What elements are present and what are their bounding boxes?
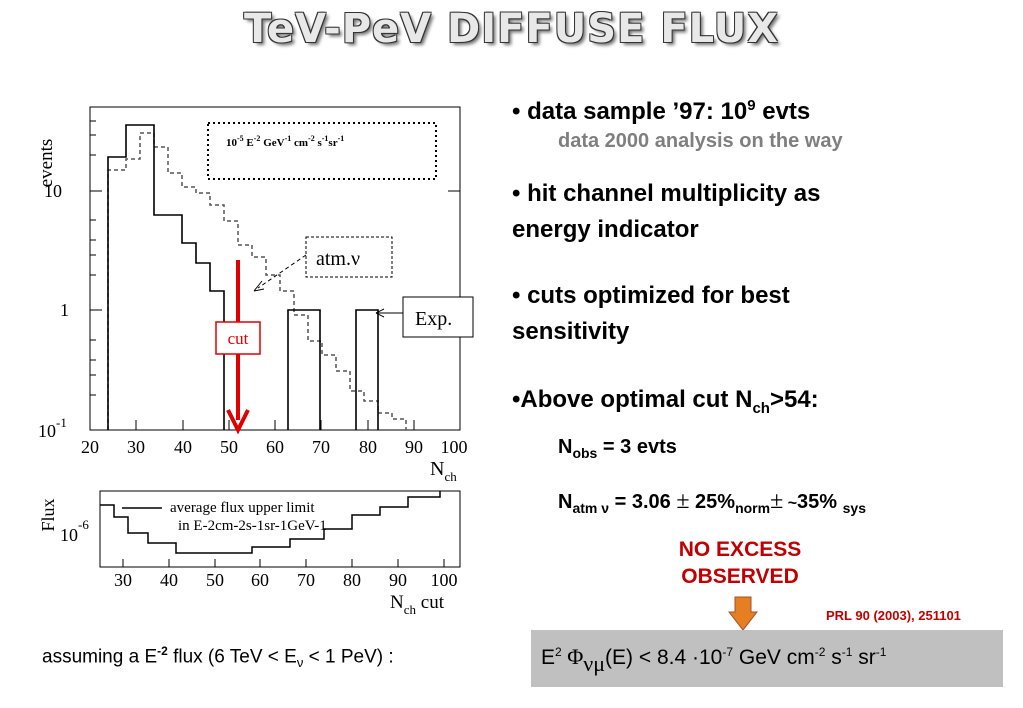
svg-text:70: 70 (297, 570, 315, 590)
bullet-data-sample: • data sample ’97: 109 evts (512, 97, 811, 125)
exp-label: Exp. (415, 308, 452, 330)
bullet-above-cut: •Above optimal cut Nch>54: (512, 386, 819, 417)
flux-y-axis-label: Flux (38, 498, 58, 531)
slide-title: TeV-PeV DIFFUSE FLUX (243, 6, 780, 52)
svg-text:60: 60 (266, 437, 284, 457)
no-excess-label: NO EXCESS OBSERVED (678, 538, 802, 588)
plot-frame-bottom (99, 490, 461, 568)
n-obs: Nobs = 3 evts (558, 436, 677, 461)
flux-upper-limit-curve (100, 491, 441, 554)
flux-x-axis-label: Nch cut (390, 592, 445, 617)
atm-nu-label: atm.ν (316, 248, 360, 270)
svg-text:40: 40 (174, 437, 192, 457)
svg-text:90: 90 (405, 437, 423, 457)
ytick-10: 10 (44, 181, 62, 201)
svg-text:30: 30 (114, 570, 132, 590)
flux-x-tick-labels: 30 40 50 60 70 80 90 100 (114, 570, 458, 590)
bullet-hit-channel: • hit channel multiplicity as energy indi… (512, 180, 821, 243)
data-2000-note: data 2000 analysis on the way (558, 130, 843, 152)
svg-text:80: 80 (359, 437, 377, 457)
exp-label-box (402, 296, 474, 338)
reference-label: PRL 90 (2003), 251101 (826, 608, 961, 623)
y-axis-label: events (36, 139, 57, 188)
x-axis-label: Nch (430, 458, 457, 484)
ytick-1: 1 (60, 300, 69, 320)
cut-label: cut (228, 329, 249, 348)
bullet-cuts-optimized: • cuts optimized for best sensitivity (512, 282, 790, 345)
svg-text:20: 20 (81, 437, 99, 457)
flux-ytick: 10-6 (60, 517, 89, 545)
exp-data-histogram (107, 124, 379, 430)
x-ticks (89, 420, 461, 430)
atm-nu-histogram (107, 132, 407, 430)
svg-text:80: 80 (343, 570, 361, 590)
svg-text:50: 50 (206, 570, 224, 590)
svg-text:70: 70 (312, 437, 330, 457)
result-formula: E2 Φνμ(E) < 8.4 ·10-7 GeV cm-2 s-1 sr-1 (541, 644, 887, 677)
svg-text:90: 90 (389, 570, 407, 590)
legend-line-1: average flux upper limit (170, 500, 315, 516)
signal-flux-box (207, 122, 437, 180)
events-histogram-plot: 10-5 E-2 GeV-1 cm-2 s-1sr-1 events 10 1 … (36, 106, 474, 484)
flux-limit-plot: average flux upper limit in E-2cm-2s-1sr… (38, 490, 461, 617)
assumption-text: assuming a E-2 flux (6 TeV < Eν < 1 PeV)… (42, 644, 394, 671)
atm-nu-label-box (305, 236, 393, 278)
signal-flux-label: 10-5 E-2 GeV-1 cm-2 s-1sr-1 (226, 134, 344, 149)
down-arrow-icon (728, 596, 758, 631)
svg-text:30: 30 (127, 437, 145, 457)
svg-text:60: 60 (251, 570, 269, 590)
ytick-0.1: 10-1 (38, 415, 67, 441)
svg-text:40: 40 (160, 570, 178, 590)
result-box: E2 Φνμ(E) < 8.4 ·10-7 GeV cm-2 s-1 sr-1 (531, 630, 1003, 687)
cut-label-box (215, 321, 261, 355)
svg-text:100: 100 (441, 437, 468, 457)
x-tick-labels: 20 30 40 50 60 70 80 90 100 (81, 437, 468, 457)
legend-line-2: in E-2cm-2s-1sr-1GeV-1 (178, 518, 327, 534)
svg-text:50: 50 (220, 437, 238, 457)
n-atm: Natm ν = 3.06 ± 25%norm± ~35% sys (558, 488, 866, 516)
svg-text:100: 100 (431, 570, 458, 590)
